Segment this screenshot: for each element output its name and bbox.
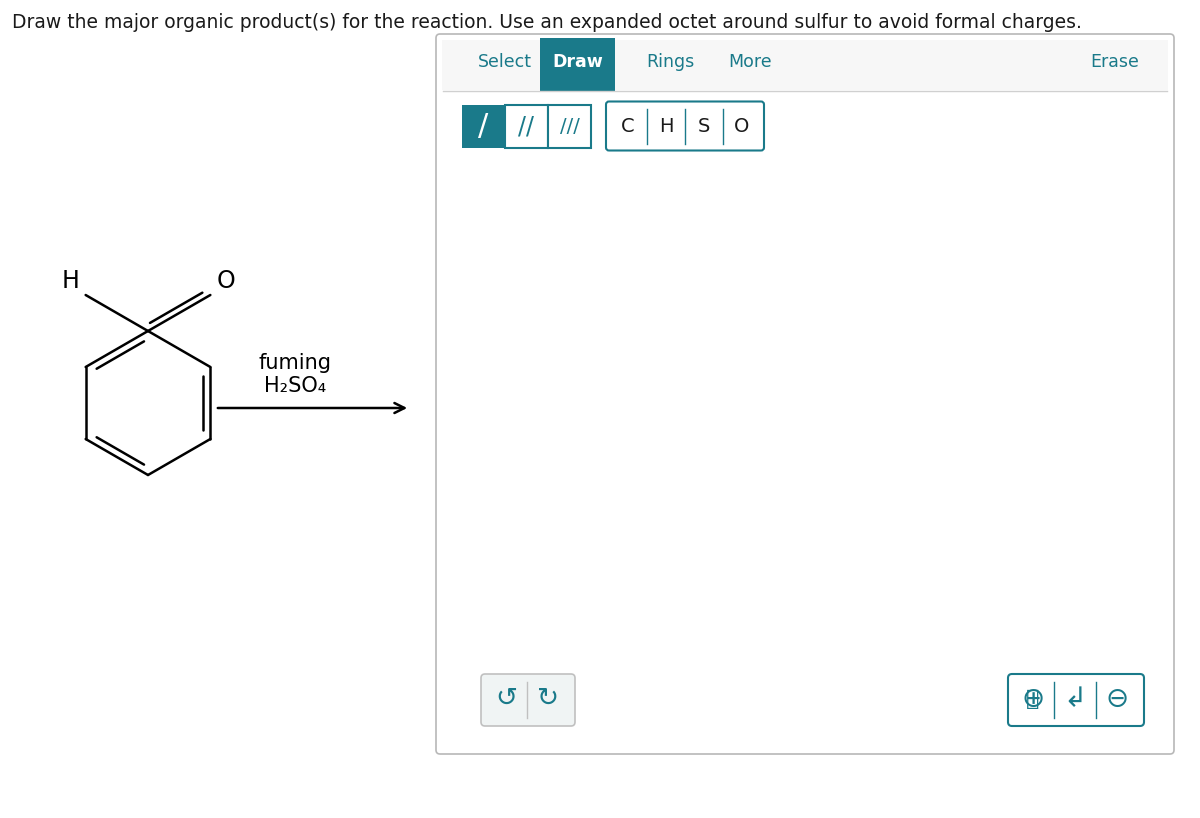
- Text: Erase: Erase: [1091, 53, 1140, 71]
- Text: fuming: fuming: [258, 353, 331, 373]
- Text: S: S: [698, 116, 710, 136]
- Text: C: C: [622, 116, 635, 136]
- Text: Draw the major organic product(s) for the reaction. Use an expanded octet around: Draw the major organic product(s) for th…: [12, 13, 1082, 32]
- FancyBboxPatch shape: [1008, 674, 1144, 726]
- FancyBboxPatch shape: [606, 101, 764, 151]
- Text: H₂SO₄: H₂SO₄: [264, 376, 326, 396]
- Text: Select: Select: [478, 53, 532, 71]
- Text: O: O: [734, 116, 750, 136]
- Text: ///: ///: [559, 116, 580, 136]
- Bar: [442, 40, 1168, 90]
- Text: ⊖: ⊖: [1105, 685, 1129, 713]
- Text: O: O: [216, 269, 235, 293]
- Bar: [540, 38, 616, 92]
- FancyBboxPatch shape: [481, 674, 575, 726]
- Text: H: H: [61, 269, 79, 293]
- Text: //: //: [518, 114, 534, 138]
- Bar: [548, 105, 592, 147]
- Text: 🔍: 🔍: [1026, 689, 1039, 709]
- Text: More: More: [728, 53, 772, 71]
- Text: ↲: ↲: [1063, 685, 1087, 713]
- Text: ⊕: ⊕: [1021, 685, 1045, 713]
- Text: Rings: Rings: [646, 53, 694, 71]
- Text: H: H: [659, 116, 673, 136]
- Bar: [505, 105, 548, 147]
- Bar: [462, 105, 505, 147]
- Text: ↻: ↻: [536, 686, 559, 712]
- Text: ↺: ↺: [494, 686, 517, 712]
- Text: Draw: Draw: [552, 53, 602, 71]
- FancyBboxPatch shape: [436, 34, 1174, 754]
- Text: /: /: [479, 111, 488, 141]
